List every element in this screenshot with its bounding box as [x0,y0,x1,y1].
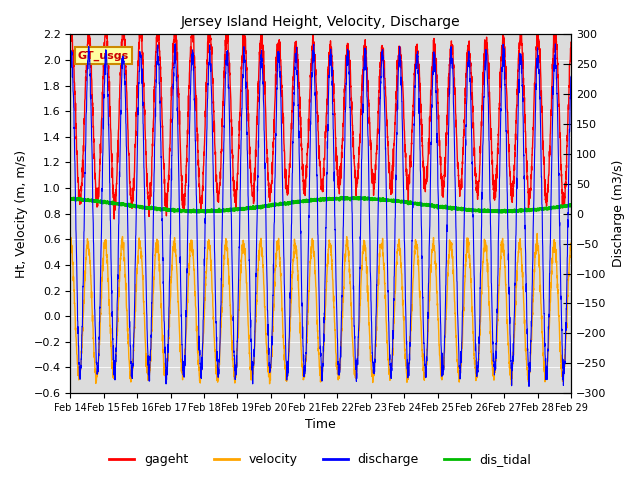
Y-axis label: Ht, Velocity (m, m/s): Ht, Velocity (m, m/s) [15,150,28,278]
discharge [124,201,131,206]
X-axis label: Time: Time [305,419,336,432]
discharge [557,320,565,325]
discharge [280,280,288,286]
gageht [124,126,132,132]
discharge [172,41,179,47]
Line: velocity: velocity [70,233,571,385]
gageht [259,49,267,55]
gageht [504,109,511,115]
gageht [102,12,109,18]
discharge [259,70,266,75]
gageht [110,216,118,222]
velocity [533,230,541,236]
velocity [67,247,74,252]
velocity [504,322,511,327]
dis_tidal [124,202,131,208]
dis_tidal [280,201,288,207]
gageht [557,171,565,177]
velocity [567,245,575,251]
dis_tidal [154,206,161,212]
dis_tidal [67,197,74,203]
discharge [67,60,74,65]
discharge [154,51,161,57]
Line: discharge: discharge [70,44,571,386]
velocity [508,382,515,388]
gageht [567,39,575,45]
Line: gageht: gageht [70,15,571,219]
velocity [124,328,131,334]
Legend: gageht, velocity, discharge, dis_tidal: gageht, velocity, discharge, dis_tidal [104,448,536,471]
Text: GT_usgs: GT_usgs [78,50,129,61]
gageht [154,31,161,37]
Y-axis label: Discharge (m3/s): Discharge (m3/s) [612,160,625,267]
dis_tidal [502,210,509,216]
dis_tidal [567,202,575,208]
Title: Jersey Island Height, Velocity, Discharge: Jersey Island Height, Velocity, Discharg… [181,15,461,29]
Line: dis_tidal: dis_tidal [70,197,571,213]
velocity [557,366,565,372]
dis_tidal [259,203,266,209]
discharge [504,204,511,210]
dis_tidal [338,194,346,200]
velocity [154,239,161,245]
dis_tidal [557,204,565,210]
velocity [280,343,288,348]
discharge [567,73,575,79]
gageht [280,148,288,154]
gageht [67,36,74,42]
velocity [259,254,266,260]
dis_tidal [504,207,511,213]
discharge [525,384,533,389]
